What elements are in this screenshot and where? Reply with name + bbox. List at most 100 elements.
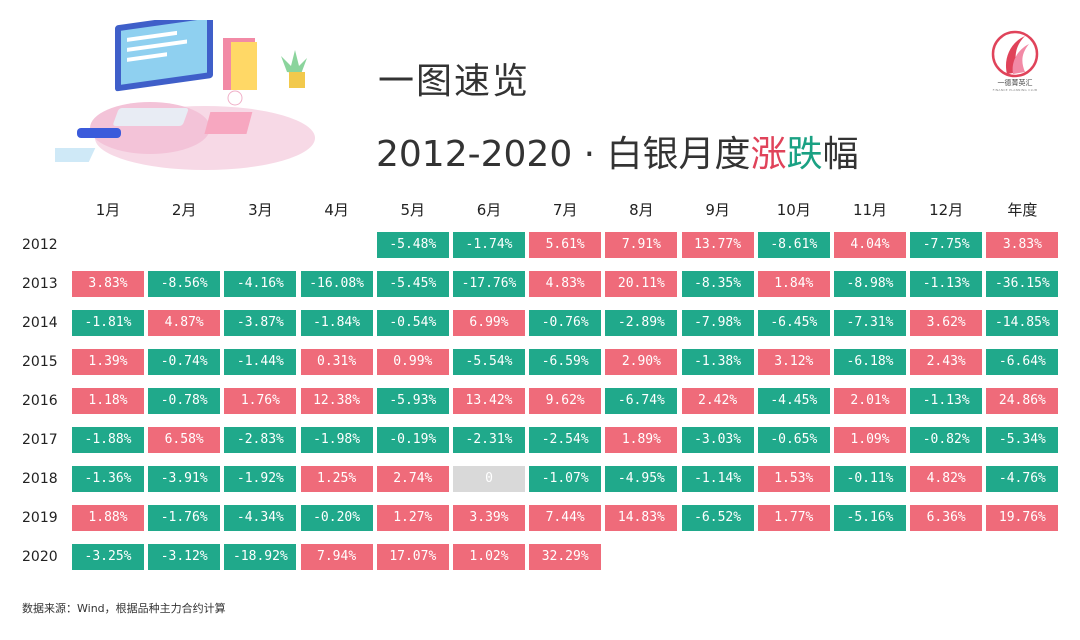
return-cell: 3.39% bbox=[453, 505, 525, 531]
brand-logo-subtext: FINANCE PLANNING CLUB bbox=[992, 88, 1038, 92]
row-year-label: 2019 bbox=[22, 510, 58, 526]
column-header: 2月 bbox=[171, 201, 197, 219]
return-cell: -0.11% bbox=[834, 466, 906, 492]
return-cell: 0 bbox=[453, 466, 525, 492]
column-header: 5月 bbox=[400, 201, 426, 219]
return-cell: -4.34% bbox=[224, 505, 297, 531]
return-cell: -1.14% bbox=[681, 466, 754, 492]
return-cell: -1.81% bbox=[72, 310, 144, 336]
row-year-label: 2016 bbox=[22, 393, 58, 409]
return-cell: -3.87% bbox=[224, 310, 297, 336]
keyboard bbox=[113, 108, 189, 126]
return-cell: -8.61% bbox=[757, 232, 830, 258]
return-cell: -0.78% bbox=[148, 388, 221, 414]
papers bbox=[55, 148, 96, 162]
return-cell: -0.76% bbox=[529, 310, 602, 336]
return-cell: -4.16% bbox=[224, 271, 297, 297]
stapler bbox=[77, 128, 121, 138]
return-cell: -3.03% bbox=[681, 427, 754, 453]
return-cell: 1.84% bbox=[757, 271, 830, 297]
return-cell: -1.13% bbox=[910, 388, 983, 414]
row-year-label: 2015 bbox=[22, 354, 58, 370]
column-header: 6月 bbox=[476, 201, 502, 219]
return-cell: -14.85% bbox=[986, 310, 1059, 336]
return-cell: -8.35% bbox=[681, 271, 754, 297]
return-cell: 1.88% bbox=[72, 505, 144, 531]
row-year-label: 2017 bbox=[22, 432, 58, 448]
return-cell: -5.45% bbox=[376, 271, 449, 297]
brand-logo-icon bbox=[991, 30, 1039, 78]
column-header: 1月 bbox=[95, 201, 121, 219]
return-cell: -1.38% bbox=[681, 349, 754, 375]
return-cell: 2.90% bbox=[605, 349, 678, 375]
return-cell: 9.62% bbox=[529, 388, 602, 414]
plant-pot bbox=[289, 72, 305, 88]
page-title: 一图速览 bbox=[378, 61, 531, 102]
return-cell: -1.76% bbox=[148, 505, 221, 531]
return-cell: 7.44% bbox=[529, 505, 602, 531]
return-cell: 6.58% bbox=[148, 427, 221, 453]
return-cell: -6.64% bbox=[986, 349, 1059, 375]
return-cell: 1.18% bbox=[72, 388, 144, 414]
return-cell: 3.12% bbox=[757, 349, 830, 375]
return-cell: -6.59% bbox=[529, 349, 602, 375]
column-header: 12月 bbox=[929, 201, 964, 219]
column-header: 7月 bbox=[552, 201, 578, 219]
brand-logo-text: 一德菁英汇 bbox=[997, 79, 1033, 87]
return-cell: 1.39% bbox=[72, 349, 144, 375]
row-year-label: 2013 bbox=[22, 276, 58, 292]
column-header: 8月 bbox=[629, 201, 654, 219]
return-cell: 12.38% bbox=[300, 388, 373, 414]
return-cell: -16.08% bbox=[300, 271, 373, 297]
return-cell: 6.99% bbox=[453, 310, 525, 336]
row-year-label: 2014 bbox=[22, 315, 58, 331]
column-header: 10月 bbox=[776, 201, 811, 219]
return-cell: 1.09% bbox=[834, 427, 906, 453]
subtitle-rise: 涨 bbox=[750, 134, 787, 175]
return-cell: -7.31% bbox=[834, 310, 906, 336]
row-year-label: 2018 bbox=[22, 471, 58, 487]
return-cell: -2.54% bbox=[529, 427, 602, 453]
return-cell: -3.25% bbox=[72, 544, 144, 570]
return-cell: -2.83% bbox=[224, 427, 297, 453]
return-cell: -6.18% bbox=[834, 349, 906, 375]
return-cell: -8.56% bbox=[148, 271, 221, 297]
return-cell: 17.07% bbox=[376, 544, 449, 570]
return-cell: -0.82% bbox=[910, 427, 983, 453]
column-header: 11月 bbox=[852, 201, 888, 219]
column-header: 4月 bbox=[324, 201, 349, 219]
return-cell: -5.54% bbox=[453, 349, 525, 375]
return-cell: -0.54% bbox=[376, 310, 449, 336]
return-cell: -4.45% bbox=[757, 388, 830, 414]
return-cell: -18.92% bbox=[224, 544, 297, 570]
return-cell: 2.43% bbox=[910, 349, 983, 375]
return-cell: 19.76% bbox=[986, 505, 1059, 531]
return-cell: 14.83% bbox=[605, 505, 678, 531]
return-cell: 0.31% bbox=[300, 349, 373, 375]
return-cell: 3.62% bbox=[910, 310, 983, 336]
return-cell: -4.95% bbox=[605, 466, 678, 492]
return-cell: 5.61% bbox=[529, 232, 602, 258]
subtitle-suffix: 幅 bbox=[822, 134, 859, 175]
return-cell: -7.98% bbox=[681, 310, 754, 336]
return-cell: -1.36% bbox=[72, 466, 144, 492]
return-cell: 4.87% bbox=[148, 310, 221, 336]
screen-line-2 bbox=[127, 39, 187, 52]
column-header: 9月 bbox=[705, 201, 730, 219]
return-cell: 24.86% bbox=[986, 388, 1059, 414]
return-cell: -0.19% bbox=[376, 427, 449, 453]
return-cell: 1.53% bbox=[757, 466, 830, 492]
return-cell: 4.04% bbox=[834, 232, 906, 258]
return-cell: -1.84% bbox=[300, 310, 373, 336]
return-cell: 6.36% bbox=[910, 505, 983, 531]
return-cell: -4.76% bbox=[986, 466, 1059, 492]
monitor-screen bbox=[121, 20, 207, 85]
return-cell: 1.02% bbox=[453, 544, 525, 570]
row-year-label: 2012 bbox=[22, 237, 58, 253]
return-cell: 1.89% bbox=[605, 427, 678, 453]
return-cell: -5.48% bbox=[376, 232, 449, 258]
return-cell: -0.20% bbox=[300, 505, 373, 531]
subtitle-fall: 跌 bbox=[786, 134, 823, 175]
books-2 bbox=[231, 42, 257, 90]
